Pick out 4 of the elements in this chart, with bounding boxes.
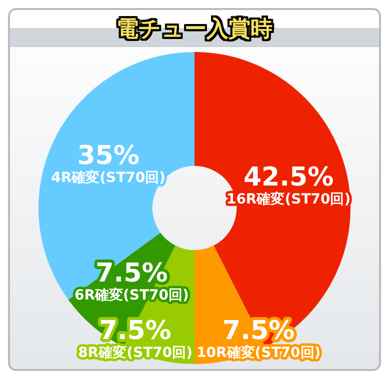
slice-label: 6R確変(ST70回) xyxy=(74,286,189,304)
data-label: 42.5% xyxy=(243,162,334,192)
data-label: 35% xyxy=(77,141,140,172)
chart-title: 電チュー入賞時 xyxy=(10,10,379,47)
